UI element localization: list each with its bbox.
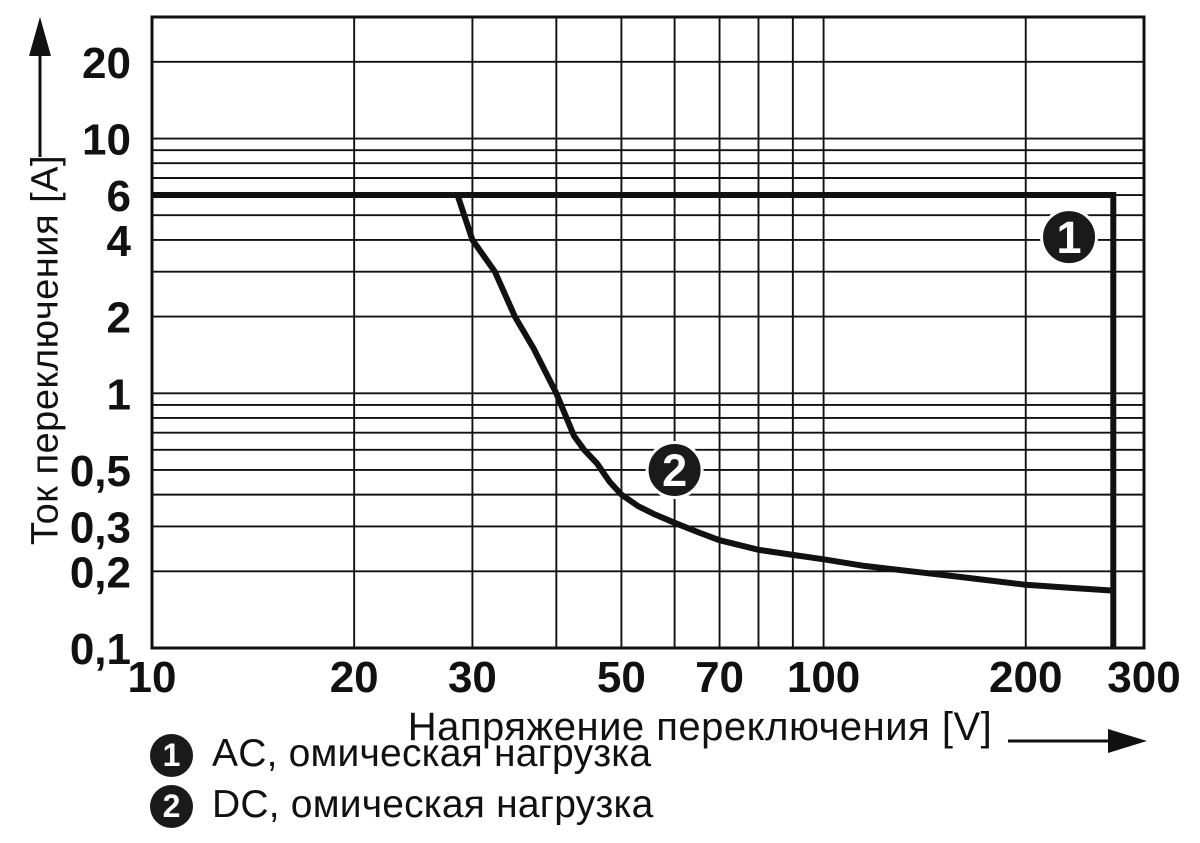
y-tick-label: 0,5: [70, 447, 131, 496]
y-axis-arrow-icon: [29, 17, 51, 56]
curves: [152, 192, 1117, 648]
axis-arrows: [29, 17, 1147, 753]
legend-item-ac: 1 AC, омическая нагрузка: [150, 732, 653, 777]
legend-label-dc: DC, омическая нагрузка: [212, 783, 654, 826]
curve-marker-number-2: 2: [662, 445, 687, 496]
x-tick-label: 70: [695, 653, 744, 702]
y-tick-label: 6: [107, 172, 131, 221]
x-tick-label: 50: [597, 653, 646, 702]
legend-label-ac: AC, омическая нагрузка: [212, 732, 652, 775]
tick-labels: 10 20 30 50 70 100 200 300 20 10 64 2 1 0,5 0,30,2 0,1: [70, 39, 1181, 702]
x-axis-arrow-icon: [1108, 729, 1147, 753]
y-tick-label: 1: [107, 370, 131, 419]
y-tick-label: 4: [107, 217, 132, 266]
curve-marker-number-1: 1: [1057, 212, 1082, 263]
legend-marker-2-number: 2: [162, 788, 181, 824]
y-tick-label: 0,1: [70, 625, 131, 674]
legend-item-dc: 2 DC, омическая нагрузка: [150, 783, 654, 828]
legend: 1 AC, омическая нагрузка 2 DC, омическая…: [150, 732, 654, 828]
x-axis-title: Напряжение переключения [V]: [407, 705, 993, 749]
plot-border: [150, 15, 1146, 650]
curve-marker-circle-2: [645, 440, 704, 499]
x-tick-label: 30: [448, 653, 497, 702]
x-tick-label: 10: [128, 653, 177, 702]
x-tick-label: 20: [330, 653, 379, 702]
curve-ac: [152, 192, 1117, 648]
x-tick-label: 300: [1107, 653, 1180, 702]
curve-markers: 12: [645, 208, 1099, 499]
y-axis-title: Ток переключения [A]: [24, 154, 67, 546]
gridlines: [151, 16, 1145, 649]
legend-marker-1-icon: 1: [150, 734, 193, 777]
plot-border-rect: [150, 15, 1146, 650]
x-tick-label: 100: [787, 653, 860, 702]
x-tick-label: 200: [989, 653, 1062, 702]
y-tick-label: 10: [82, 116, 131, 165]
legend-marker-2-icon: 2: [150, 785, 193, 828]
y-tick-label: 0,3: [70, 503, 131, 552]
y-tick-label: 0,2: [70, 548, 131, 597]
curve-marker-circle-1: [1040, 208, 1099, 267]
curve-dc: [454, 194, 1114, 594]
y-tick-label: 2: [107, 294, 131, 343]
legend-marker-1-number: 1: [162, 737, 181, 773]
y-tick-label: 20: [82, 39, 131, 88]
